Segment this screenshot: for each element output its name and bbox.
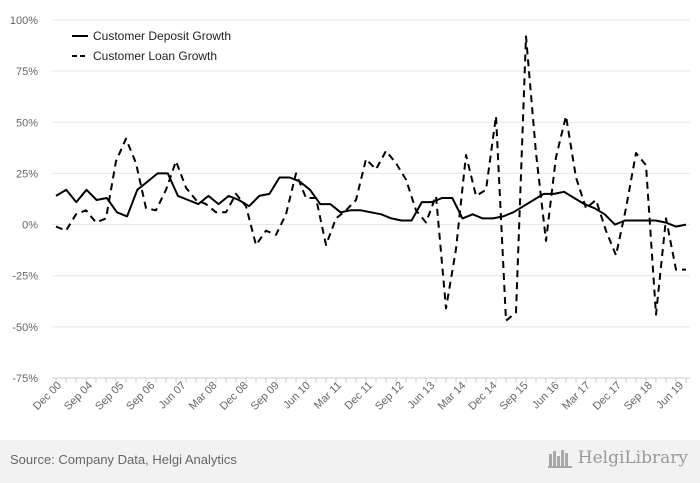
y-tick-label: 50% (16, 117, 38, 129)
x-tick-label: Dec 14 (466, 380, 499, 413)
x-tick-label: Jun 19 (654, 380, 686, 412)
y-tick-label: -75% (12, 373, 38, 385)
x-tick-label: Mar 14 (436, 380, 469, 413)
x-tick-label: Sep 18 (622, 380, 655, 413)
x-tick-label: Dec 08 (218, 380, 251, 413)
x-tick-label: Dec 17 (591, 380, 624, 413)
y-tick-label: -50% (12, 322, 38, 334)
x-tick-label: Mar 17 (560, 380, 593, 413)
y-tick-label: 0% (22, 220, 38, 232)
series-line-deposit-growth (55, 172, 687, 228)
legend-label: Customer Loan Growth (93, 49, 217, 63)
y-tick-label: 25% (16, 168, 38, 180)
series-line-loan-growth (55, 35, 686, 322)
x-tick-label: Jun 10 (281, 380, 313, 412)
x-tick-label: Sep 05 (93, 380, 126, 413)
x-tick-label: Jun 13 (405, 380, 437, 412)
chart: 100% 75% 50% 25% 0% -25% -50% -75% Dec 00 Sep 04 S… (10, 15, 690, 413)
y-tick-label: 75% (16, 66, 38, 78)
y-tick-label: -25% (12, 271, 38, 283)
legend-label: Customer Deposit Growth (93, 29, 231, 43)
x-tick-label: Mar 11 (312, 380, 344, 412)
x-tick-label: Jun 07 (157, 380, 189, 412)
x-tick-label: Jun 16 (530, 380, 562, 412)
x-tick-label: Sep 04 (62, 380, 95, 413)
x-tick-label: Sep 15 (497, 380, 530, 413)
brand-logo: HelgiLibrary (547, 448, 688, 468)
brand-name: HelgiLibrary (577, 448, 688, 468)
library-icon (547, 450, 572, 468)
x-tick-label: Dec 11 (343, 380, 376, 413)
y-tick-label: 100% (10, 15, 38, 27)
x-tick-label: Sep 09 (249, 380, 282, 413)
x-tick-label: Mar 08 (187, 380, 220, 413)
x-tick-label: Sep 12 (373, 380, 406, 413)
source-note: Source: Company Data, Helgi Analytics (10, 452, 237, 467)
footer: Source: Company Data, Helgi Analytics He… (0, 440, 700, 483)
x-tick-label: Sep 06 (124, 380, 157, 413)
